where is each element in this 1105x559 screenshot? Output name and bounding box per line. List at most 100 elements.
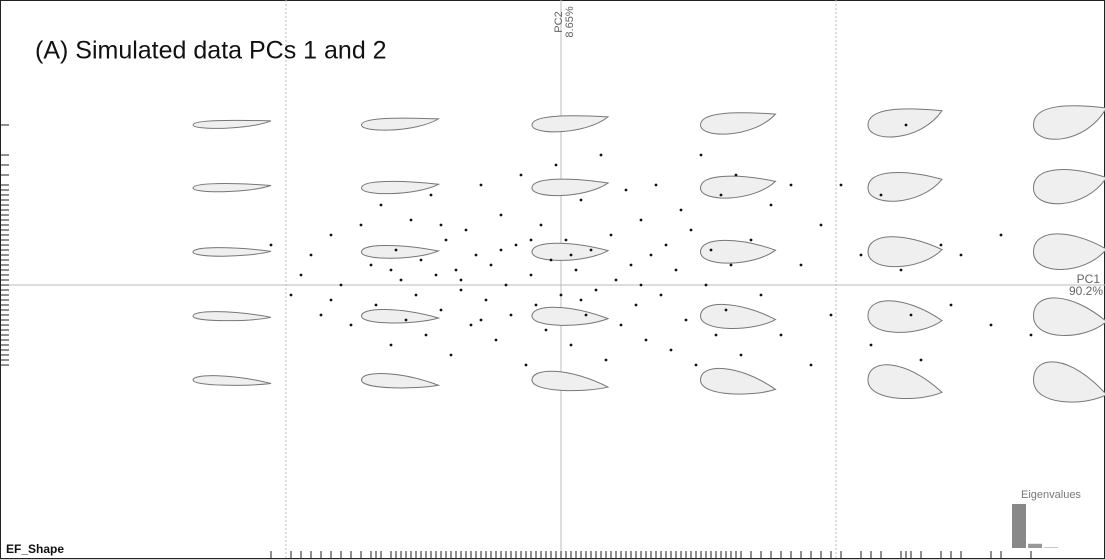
point <box>609 233 613 237</box>
point <box>404 318 408 322</box>
point <box>419 258 423 262</box>
point <box>919 358 923 362</box>
point <box>599 153 603 157</box>
point <box>474 253 478 257</box>
point <box>604 358 608 362</box>
point <box>479 183 483 187</box>
outline-shape <box>699 367 777 395</box>
point <box>564 238 568 242</box>
point <box>654 183 658 187</box>
outline-shape <box>192 119 272 129</box>
point <box>484 298 488 302</box>
point <box>469 323 473 327</box>
point <box>329 233 333 237</box>
point <box>694 363 698 367</box>
point <box>389 268 393 272</box>
point <box>664 243 668 247</box>
y-axis-name: PC2 <box>553 11 565 32</box>
point <box>389 343 393 347</box>
point <box>739 353 743 357</box>
eigenvalue-bar <box>1044 547 1058 548</box>
point <box>424 333 428 337</box>
outline-shape <box>192 247 272 257</box>
point <box>379 203 383 207</box>
point <box>659 293 663 297</box>
outline-shape <box>192 311 272 322</box>
point <box>459 278 463 282</box>
point <box>434 273 438 277</box>
point <box>684 318 688 322</box>
point <box>989 323 993 327</box>
outline-shape <box>360 308 441 324</box>
point <box>779 333 783 337</box>
point <box>394 248 398 252</box>
outline-shape <box>699 303 777 329</box>
point <box>619 323 623 327</box>
point <box>339 283 343 287</box>
point <box>444 238 448 242</box>
point <box>554 163 558 167</box>
point <box>909 313 913 317</box>
point <box>569 253 573 257</box>
point <box>809 363 813 367</box>
point <box>769 203 773 207</box>
point <box>494 338 498 342</box>
point <box>539 223 543 227</box>
point <box>759 293 763 297</box>
points <box>269 123 1033 367</box>
point <box>904 123 908 127</box>
point <box>504 283 508 287</box>
outline-shape <box>531 370 610 392</box>
point <box>499 248 503 252</box>
point <box>329 298 333 302</box>
point <box>544 328 548 332</box>
point <box>369 263 373 267</box>
point <box>639 218 643 222</box>
point <box>429 193 433 197</box>
outline-shape <box>531 242 610 261</box>
point <box>1029 333 1033 337</box>
y-axis-variance: 8.65% <box>564 6 576 37</box>
point <box>529 238 533 242</box>
point <box>629 263 633 267</box>
point <box>789 183 793 187</box>
dataset-label: EF_Shape <box>6 542 64 556</box>
point <box>879 193 883 197</box>
outline-shape <box>1032 297 1105 336</box>
point <box>624 188 628 192</box>
point <box>584 313 588 317</box>
outline-shape <box>867 108 943 138</box>
point <box>709 248 713 252</box>
point <box>514 243 518 247</box>
point <box>439 223 443 227</box>
point <box>649 253 653 257</box>
outline-shape <box>360 117 441 131</box>
point <box>859 253 863 257</box>
outline-shape <box>531 115 610 133</box>
point <box>459 288 463 292</box>
point <box>579 298 583 302</box>
point <box>519 173 523 177</box>
point <box>449 353 453 357</box>
eigenvalue-bar <box>1012 504 1026 548</box>
point <box>714 333 718 337</box>
point <box>839 183 843 187</box>
point <box>499 213 503 217</box>
point <box>829 313 833 317</box>
point <box>679 208 683 212</box>
point <box>269 243 273 247</box>
x-axis-variance: 90.2% <box>1069 284 1103 298</box>
point <box>719 193 723 197</box>
chart-title: (A) Simulated data PCs 1 and 2 <box>35 37 387 65</box>
point <box>724 308 728 312</box>
point <box>729 263 733 267</box>
point <box>674 268 678 272</box>
point <box>524 363 528 367</box>
point <box>399 278 403 282</box>
point <box>349 323 353 327</box>
point <box>414 293 418 297</box>
point <box>299 273 303 277</box>
outline-shape <box>1032 169 1105 205</box>
point <box>749 238 753 242</box>
